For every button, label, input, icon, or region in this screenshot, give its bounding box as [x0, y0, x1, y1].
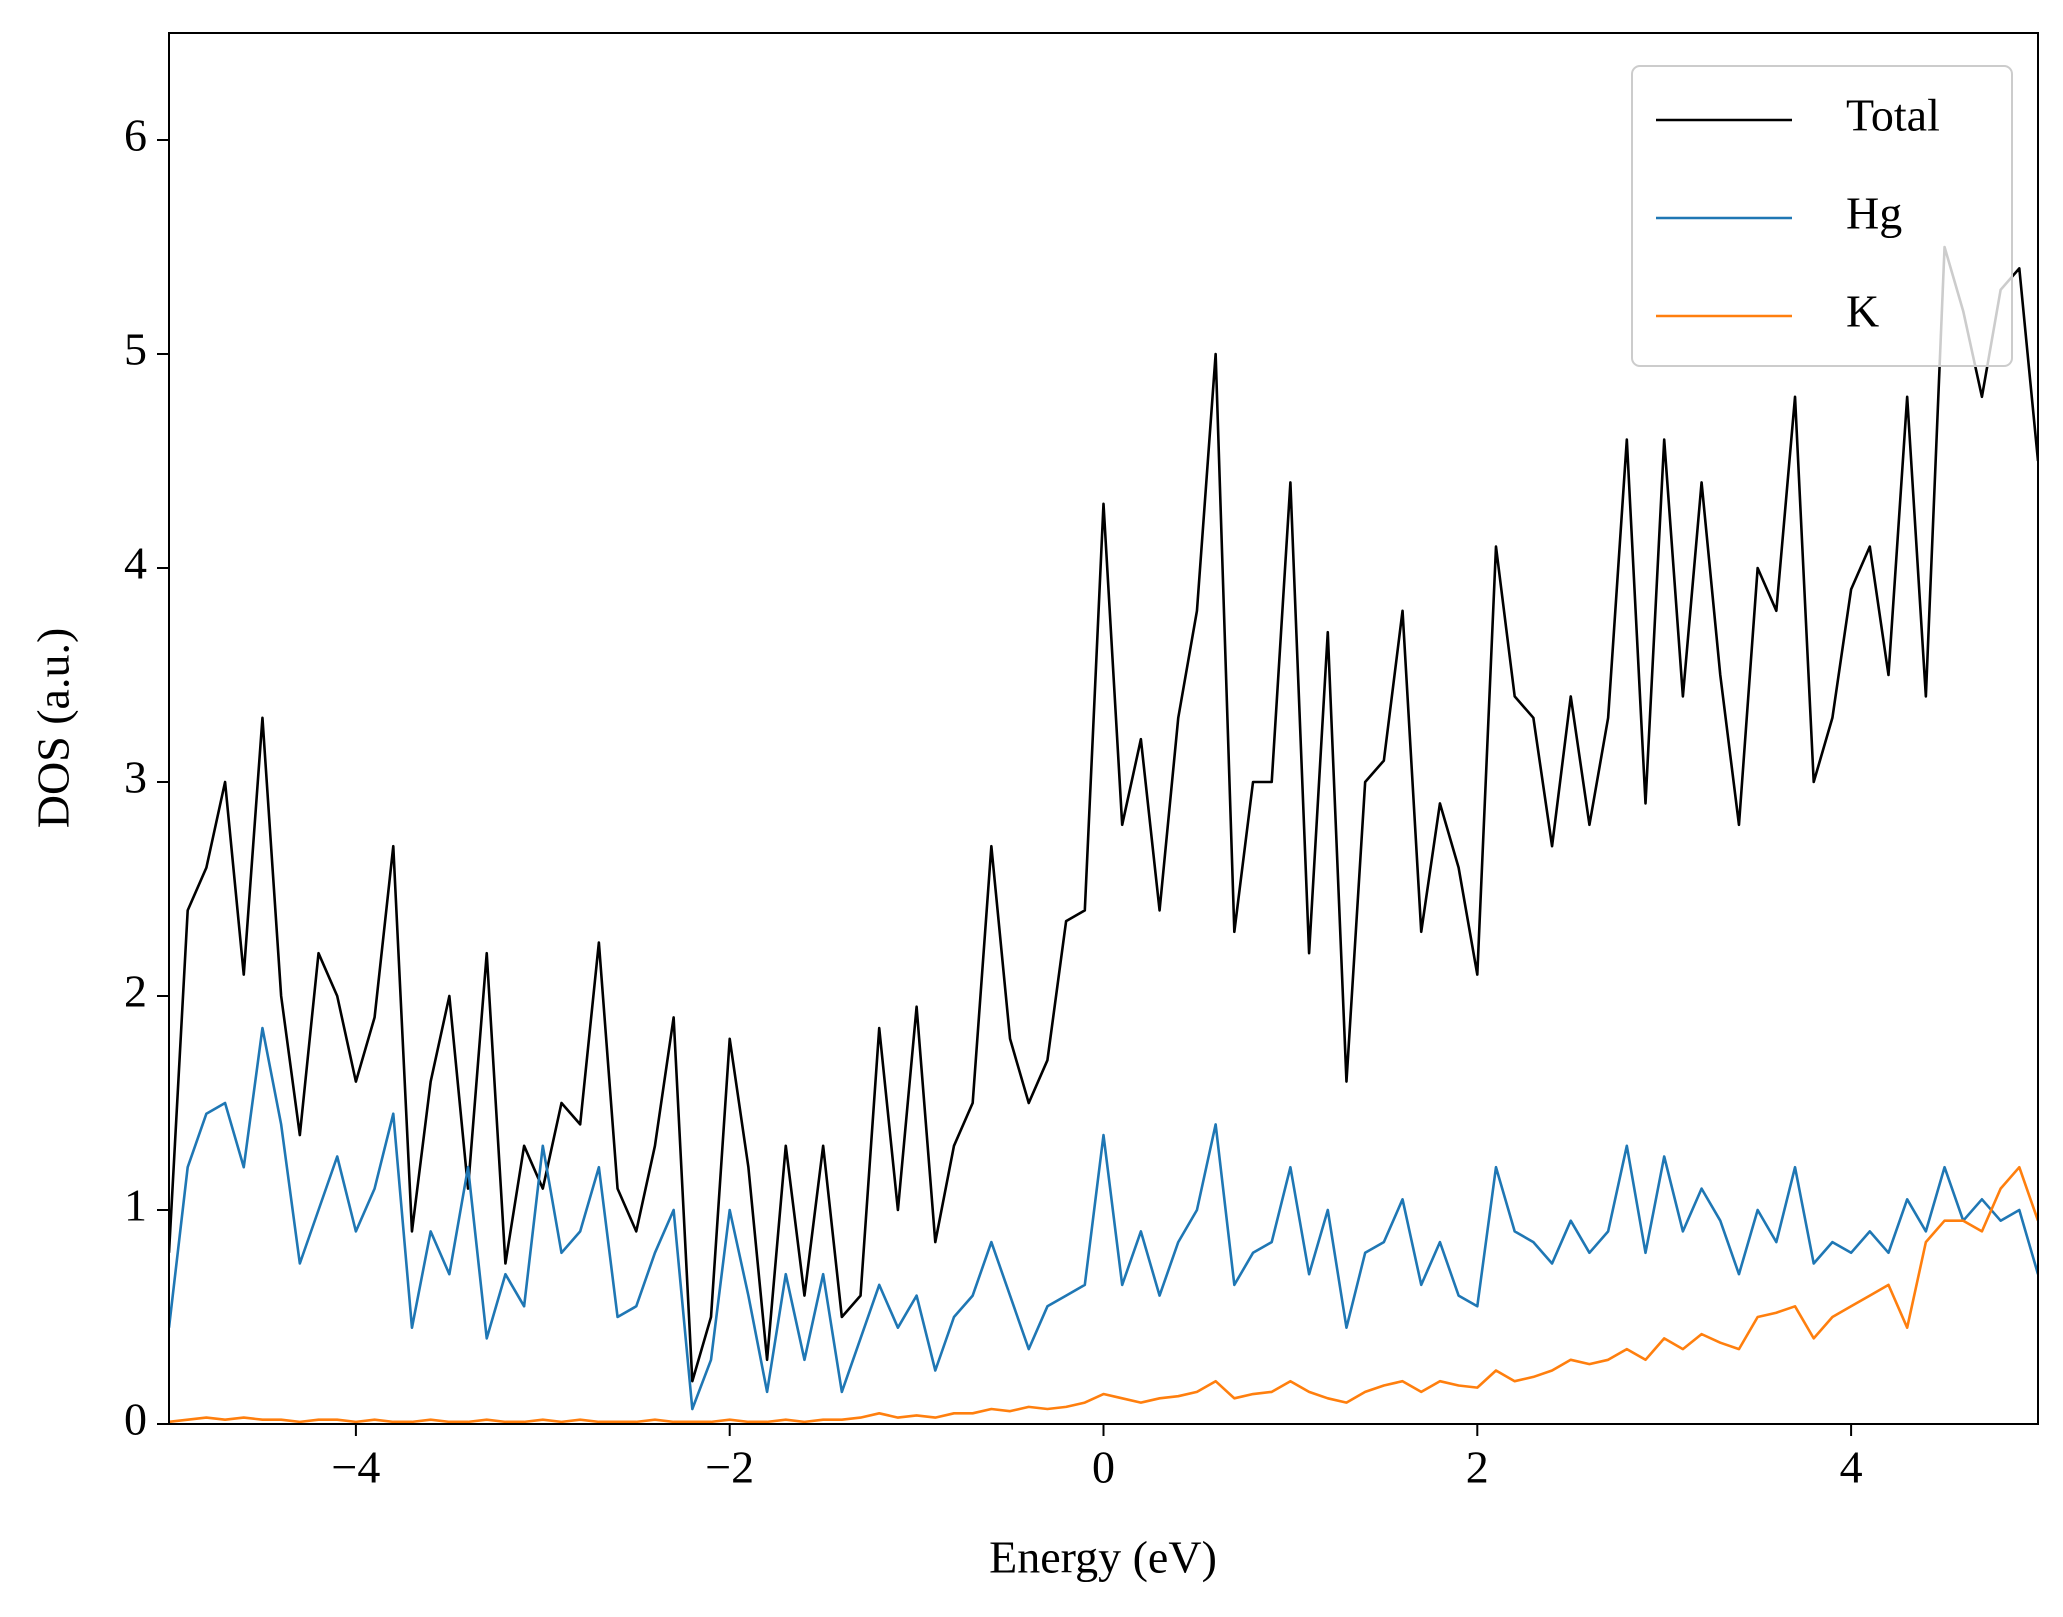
y-tick-label: 1 — [124, 1180, 147, 1231]
x-tick-label: −2 — [705, 1442, 754, 1493]
y-tick-label: 4 — [124, 538, 147, 589]
legend-label: K — [1846, 286, 1879, 337]
y-tick-label: 2 — [124, 966, 147, 1017]
y-tick-label: 6 — [124, 110, 147, 161]
y-axis-label: DOS (a.u.) — [28, 628, 79, 829]
x-tick-label: −4 — [331, 1442, 380, 1493]
x-tick-label: 0 — [1092, 1442, 1115, 1493]
x-tick-label: 2 — [1466, 1442, 1489, 1493]
legend-label: Total — [1846, 90, 1940, 141]
legend-box — [1631, 65, 2013, 367]
legend-label: Hg — [1846, 188, 1902, 239]
series-line — [169, 1165, 2038, 1424]
x-axis-label: Energy (eV) — [989, 1532, 1217, 1583]
series-line — [169, 1026, 2038, 1411]
y-tick-label: 0 — [124, 1394, 147, 1445]
x-tick-label: 4 — [1840, 1442, 1863, 1493]
plot-frame — [168, 32, 2039, 1425]
series-line — [169, 245, 2038, 1383]
y-tick-label: 3 — [124, 752, 147, 803]
y-tick-label: 5 — [124, 324, 147, 375]
